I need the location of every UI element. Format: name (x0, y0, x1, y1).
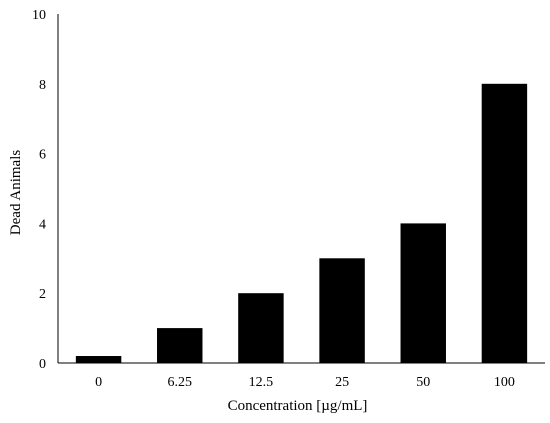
bar-12.5 (238, 293, 284, 363)
x-tick-label: 100 (494, 375, 515, 390)
bar-0 (75, 356, 122, 363)
y-tick-label: 4 (39, 217, 46, 232)
x-tick-label: 25 (335, 375, 349, 390)
x-tick-labels: 0 6.25 12.5 25 50 100 (95, 375, 515, 390)
y-tick-label: 10 (32, 8, 46, 23)
x-tick-label: 6.25 (168, 375, 193, 390)
bars-layer (75, 83, 528, 364)
y-tick-label: 0 (39, 357, 46, 372)
y-axis-title: Dead Animals (8, 150, 24, 236)
y-tick-label: 8 (39, 78, 46, 93)
bar-25 (319, 258, 365, 363)
y-tick-labels: 0 2 4 6 8 10 (32, 8, 46, 372)
y-tick-label: 2 (39, 287, 46, 302)
axes-layer (57, 14, 545, 364)
bar-50 (400, 223, 446, 363)
y-tick-label: 6 (39, 148, 46, 163)
bar-6.25 (157, 328, 203, 363)
x-tick-label: 0 (95, 375, 102, 390)
x-tick-label: 12.5 (249, 375, 274, 390)
bar-100 (481, 83, 528, 364)
x-axis-title: Concentration [µg/mL] (228, 398, 368, 414)
x-tick-label: 50 (416, 375, 430, 390)
